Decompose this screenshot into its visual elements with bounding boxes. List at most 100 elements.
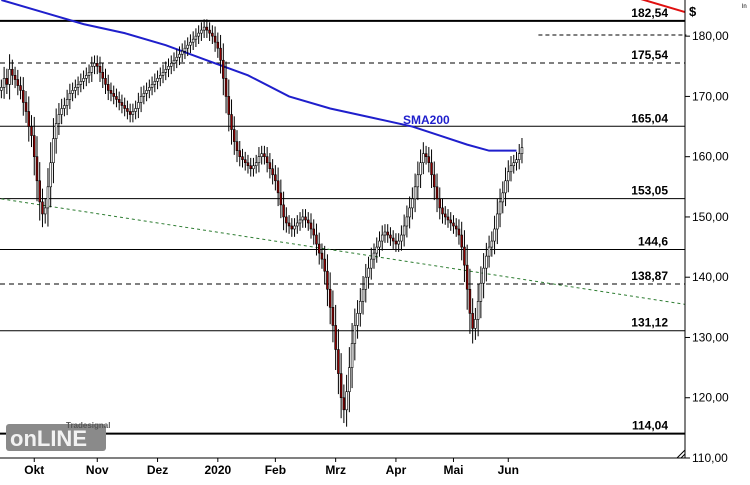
- candle-body: [35, 156, 39, 182]
- candle-body: [159, 75, 162, 79]
- candle-body: [169, 62, 173, 67]
- candle-body: [265, 156, 269, 164]
- candle-body: [353, 325, 357, 344]
- candle-body: [227, 96, 231, 115]
- y-tick-label: 120,00: [692, 391, 729, 405]
- sma200-line: [1, 0, 517, 152]
- y-tick-label: 180,00: [692, 29, 729, 43]
- candle-body: [370, 258, 373, 269]
- candle-body: [394, 240, 398, 245]
- candle-body: [474, 319, 477, 329]
- level-label: 114,04: [632, 419, 668, 433]
- candle-body: [52, 138, 55, 164]
- candle-body: [342, 397, 346, 411]
- currency-label: $: [689, 4, 697, 19]
- level-label: 165,04: [631, 111, 668, 125]
- candle-body: [189, 41, 192, 46]
- candle-body: [106, 84, 110, 91]
- candle-body: [205, 26, 209, 31]
- candle-body: [63, 105, 66, 109]
- y-tick-label: 140,00: [692, 270, 729, 284]
- candle-body: [276, 180, 280, 194]
- candle-body: [211, 32, 214, 37]
- candle-body: [463, 246, 466, 266]
- candle-body: [183, 47, 187, 52]
- candle-body: [304, 216, 307, 221]
- level-label: 144,6: [638, 234, 668, 248]
- candle-body: [213, 35, 217, 43]
- svg-text:onLINE: onLINE: [10, 426, 87, 451]
- candle-body: [271, 168, 274, 176]
- candle-body: [216, 41, 220, 49]
- candle-body: [419, 162, 422, 176]
- candle-body: [501, 192, 505, 203]
- candle-body: [476, 301, 480, 320]
- candle-body: [487, 246, 491, 257]
- candle-body: [328, 288, 332, 308]
- candle-body: [306, 219, 310, 224]
- candle-body: [19, 85, 22, 91]
- candle-body: [194, 35, 198, 40]
- candle-body: [0, 87, 3, 91]
- sma200-label: SMA200: [403, 113, 450, 127]
- candle-body: [422, 153, 425, 164]
- candle-body: [312, 228, 315, 236]
- x-tick-label: Mai: [443, 463, 463, 477]
- candle-body: [235, 141, 239, 151]
- candle-body: [241, 156, 244, 160]
- candle-body: [465, 264, 469, 290]
- candle-body: [11, 69, 14, 76]
- svg-text:Tradesignal®: Tradesignal®: [66, 421, 110, 430]
- candle-body: [90, 65, 94, 73]
- candle-body: [137, 102, 140, 109]
- candle-body: [68, 93, 72, 100]
- candle-body: [350, 343, 354, 368]
- level-label: 182,54: [631, 6, 668, 20]
- candle-body: [109, 90, 113, 94]
- candle-body: [27, 111, 31, 127]
- candle-body: [380, 234, 384, 242]
- candle-body: [224, 78, 228, 97]
- candle-body: [5, 78, 9, 85]
- candle-body: [331, 307, 335, 326]
- level-label: 175,54: [631, 48, 668, 62]
- candle-body: [148, 87, 151, 91]
- candle-body: [60, 108, 63, 115]
- candle-body: [520, 147, 524, 154]
- candle-body: [115, 96, 118, 100]
- candle-body: [441, 207, 444, 215]
- candle-body: [180, 50, 184, 55]
- candle-body: [298, 219, 302, 224]
- candle-body: [142, 93, 146, 97]
- candle-body: [41, 201, 44, 215]
- x-tick-label: 2020: [204, 463, 231, 477]
- candle-body: [54, 123, 58, 139]
- candle-body: [408, 207, 411, 218]
- candle-body: [359, 301, 362, 314]
- candle-body: [378, 240, 381, 248]
- candle-body: [76, 84, 80, 88]
- candle-body: [164, 69, 168, 73]
- candle-body: [435, 186, 439, 200]
- candle-body: [243, 159, 247, 164]
- candle-body: [512, 162, 516, 167]
- candle-body: [323, 258, 326, 272]
- candle-body: [98, 65, 102, 73]
- candle-body: [482, 267, 485, 284]
- tradesignal-logo: onLINE Tradesignal®: [6, 418, 116, 454]
- candle-body: [197, 32, 200, 37]
- candle-body: [252, 165, 255, 170]
- plot-area: [0, 0, 685, 458]
- candle-body: [317, 243, 321, 254]
- level-label: 131,12: [631, 316, 668, 330]
- candle-body: [104, 78, 107, 85]
- candle-body: [101, 72, 105, 79]
- candle-body: [65, 99, 69, 106]
- candle-body: [8, 69, 11, 85]
- candle-body: [416, 174, 420, 188]
- candle-body: [290, 225, 294, 230]
- candle-body: [457, 228, 461, 236]
- candle-body: [364, 276, 368, 290]
- candle-body: [496, 213, 499, 230]
